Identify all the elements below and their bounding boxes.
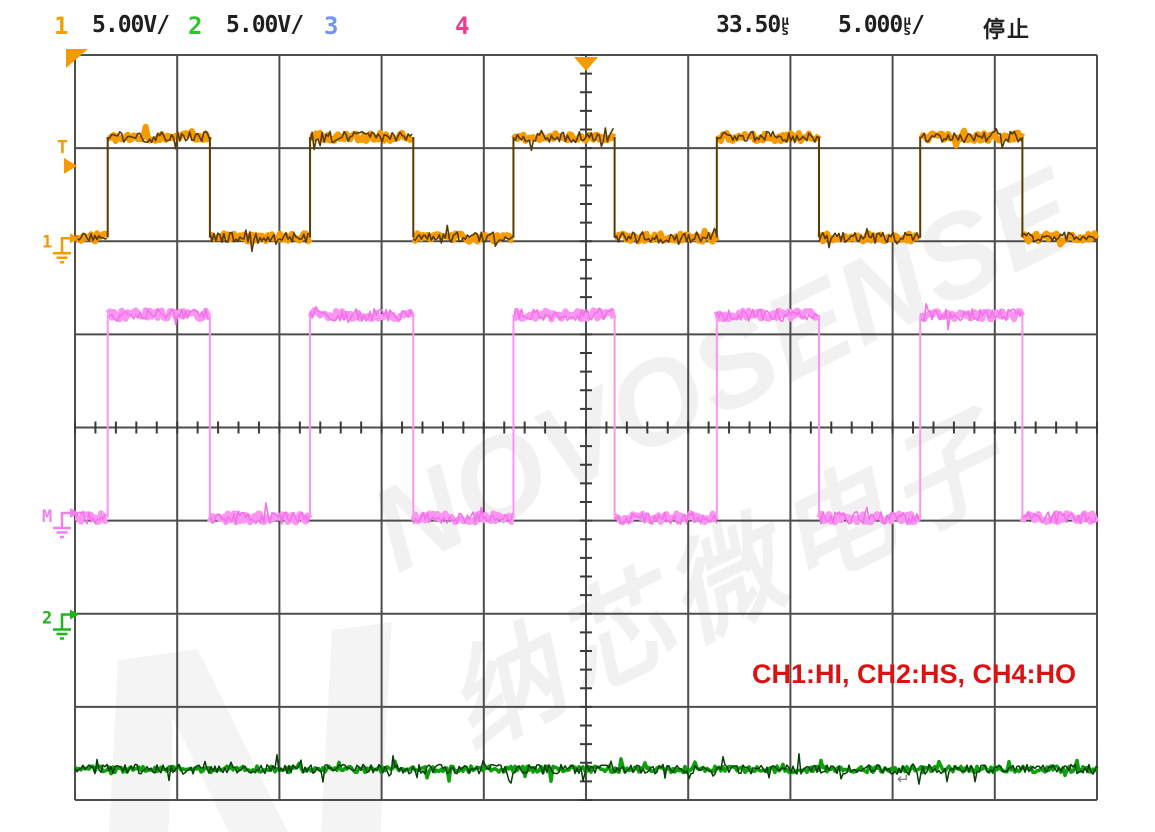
ch2-scale-readout: 5.00V/ [226, 12, 304, 38]
ch2-number: 2 [188, 12, 202, 40]
marker-label-ch1: 1 [42, 232, 52, 252]
channel-annotation-text: CH1:HI, CH2:HS, CH4:HO [752, 659, 1077, 689]
axis-minor-ticks [74, 54, 1098, 801]
delay-readout: 33.50 µ s [716, 12, 790, 39]
marker-label-ch2: 2 [42, 608, 52, 628]
paragraph-return-mark: ↵ [897, 770, 910, 788]
trace-ch1 [72, 123, 1100, 253]
ch1-scale-readout: 5.00V/ [92, 12, 170, 38]
trigger-level-label: T [57, 137, 68, 158]
ch4-number: 4 [455, 12, 469, 40]
ch1-number: 1 [54, 12, 68, 40]
trace-ch2 [73, 753, 1099, 785]
marker-label-ch4: M [42, 507, 52, 527]
trigger-markers: T [57, 49, 598, 174]
channel-markers: 2 M 1 [42, 232, 79, 640]
timebase-readout: 5.000 µ s / [838, 12, 925, 39]
trace-ch4 [74, 302, 1100, 526]
run-state-label: 停止 [983, 18, 1032, 43]
ch3-number: 3 [324, 12, 338, 40]
